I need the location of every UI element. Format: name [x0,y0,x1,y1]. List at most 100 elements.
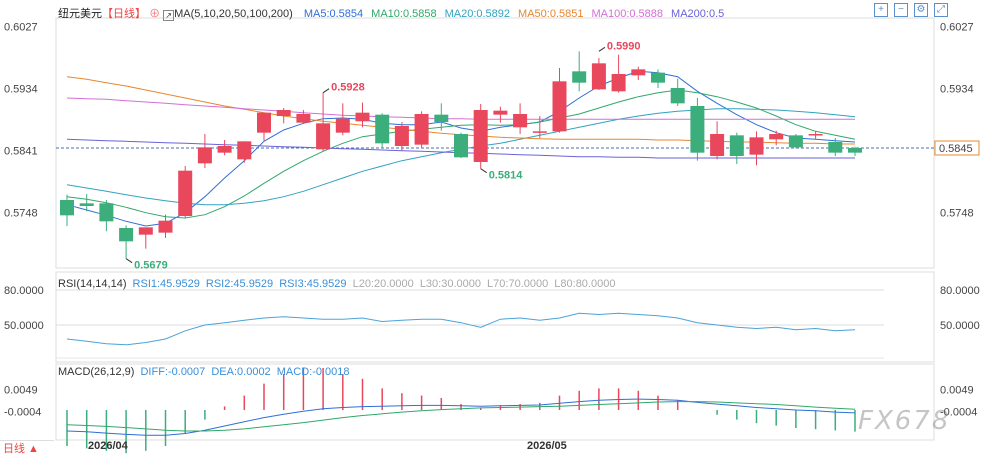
rsi-tick-left-1: 50.0000 [4,320,44,332]
watermark: FX678 [858,406,951,436]
candle-body-39 [828,142,843,153]
y-tick-left-3: 0.5748 [4,208,38,220]
rsi2-value: RSI2:45.9529 [205,278,274,290]
y-tick-right-3: 0.5748 [940,208,974,220]
y-tick-left-0: 0.6027 [4,22,38,34]
y-tick-right-0: 0.6027 [940,22,974,34]
l20-value: L20:20.0000 [352,278,414,290]
dea-value: DEA:0.0002 [211,366,271,378]
rsi-line [66,312,856,346]
candle-body-30 [651,72,665,83]
candle-body-31 [670,88,685,104]
candle-body-7 [197,147,212,164]
macd-panel-frame [55,363,935,441]
rsi-legend: RSI(14,14,14) RSI1:45.9529 RSI2:45.9529 … [58,278,615,290]
candle-body-19 [434,114,449,122]
period-button-label: 日线 ▲ [3,443,39,455]
main-panel-frame [55,17,935,269]
period-label: 【日线】 [102,8,146,20]
macd-value: MACD:-0.0018 [276,366,350,378]
settings-icon[interactable]: ⚙ [914,3,928,17]
candle-body-26 [572,71,587,83]
candle-body-20 [454,134,468,158]
macd-label: MACD(26,12,9) [58,366,135,378]
candle-body-23 [513,114,528,128]
annotation-2: 0.5814 [489,170,524,182]
candle-body-38 [808,134,823,136]
candle-body-9 [237,141,252,160]
ma-value-4: MA100:0.5888 [591,8,664,20]
annotation-0: 0.5990 [607,40,641,52]
candle-body-5 [158,220,173,233]
candle-body-18 [414,114,429,145]
candle-body-36 [769,134,784,140]
candle-body-11 [276,110,291,116]
zoom-in-icon[interactable]: + [874,3,888,17]
y-tick-left-1: 0.5934 [4,84,38,96]
ma-label: MA(5,10,20,50,100,200) [174,8,293,20]
rsi-tick-right-1: 50.0000 [940,320,980,332]
candle-body-17 [394,126,409,146]
candle-body-29 [631,69,646,76]
macd-tick-right-1: -0.0004 [940,407,977,419]
ma-value-0: MA5:0.5854 [303,8,364,20]
candle-body-33 [710,134,725,156]
candle-body-24 [532,131,547,133]
ma-values: MA5:0.5854 MA10:0.5858 MA20:0.5892 MA50:0.5… [296,8,724,20]
candle-body-6 [178,170,193,216]
l80-value: L80:80.0000 [554,278,616,290]
rsi-label: RSI(14,14,14) [58,278,127,290]
candle-body-35 [749,137,764,155]
candle-body-21 [473,110,488,162]
l30-value: L30:30.0000 [419,278,481,290]
candle-body-32 [690,106,705,153]
diff-value: DIFF:-0.0007 [140,366,206,378]
ma-toggle-icon[interactable]: ↗ [163,10,175,21]
last-price-box [934,140,980,156]
y-tick-left-2: 0.5841 [4,146,38,158]
macd-tick-left-0: 0.0049 [4,384,38,396]
candle-body-8 [217,146,232,153]
macd-tick-right-0: 0.0049 [940,384,974,396]
candle-body-27 [591,63,606,90]
date-label-april: 2026/04 [88,440,128,452]
annotation-pointer-0 [598,46,606,52]
ma-line-ma100 [66,97,855,120]
rsi1-value: RSI1:45.9529 [132,278,200,290]
candle-body-15 [355,112,370,122]
candle-body-14 [335,118,350,133]
date-label-may: 2026/05 [527,440,567,452]
candle-body-13 [316,123,331,150]
annotation-pointer-2 [480,168,487,174]
ma-value-5: MA200:0.5 [671,8,725,20]
last-price-label: 0.5845 [939,143,973,155]
candle-body-3 [119,228,134,242]
l70-value: L70:70.0000 [487,278,549,290]
macd-tick-left-1: -0.0004 [4,407,41,419]
candle-body-34 [729,135,744,156]
rsi-panel-frame [55,271,935,363]
candle-body-10 [257,112,271,133]
rsi-tick-right-0: 80.0000 [940,285,980,297]
annotation-pointer-3 [125,258,133,264]
macd-legend: MACD(26,12,9) DIFF:-0.0007 DEA:0.0002 MA… [58,366,350,378]
candle-body-0 [60,200,74,216]
ma-value-3: MA50:0.5851 [518,8,584,20]
ma-line-ma5 [66,70,856,227]
ma-value-2: MA20:0.5892 [444,8,511,20]
candle-body-37 [788,135,803,148]
rsi-tick-left-0: 80.0000 [4,285,44,297]
zoom-out-icon[interactable]: − [894,3,908,17]
header-legend: 纽元美元【日线】 ⊕ ↗ MA(5,10,20,50,100,200) MA5:0… [58,5,724,21]
fullscreen-icon[interactable]: ⤢ [934,3,948,17]
add-indicator-icon[interactable]: ⊕ [149,8,161,20]
ma-line-ma10 [66,89,856,219]
candle-body-4 [138,227,153,235]
candle-body-25 [552,81,567,132]
candle-body-28 [611,74,626,92]
y-tick-right-1: 0.5934 [940,84,974,96]
period-button[interactable]: 日线 ▲ [0,440,54,456]
candle-body-1 [79,203,94,206]
